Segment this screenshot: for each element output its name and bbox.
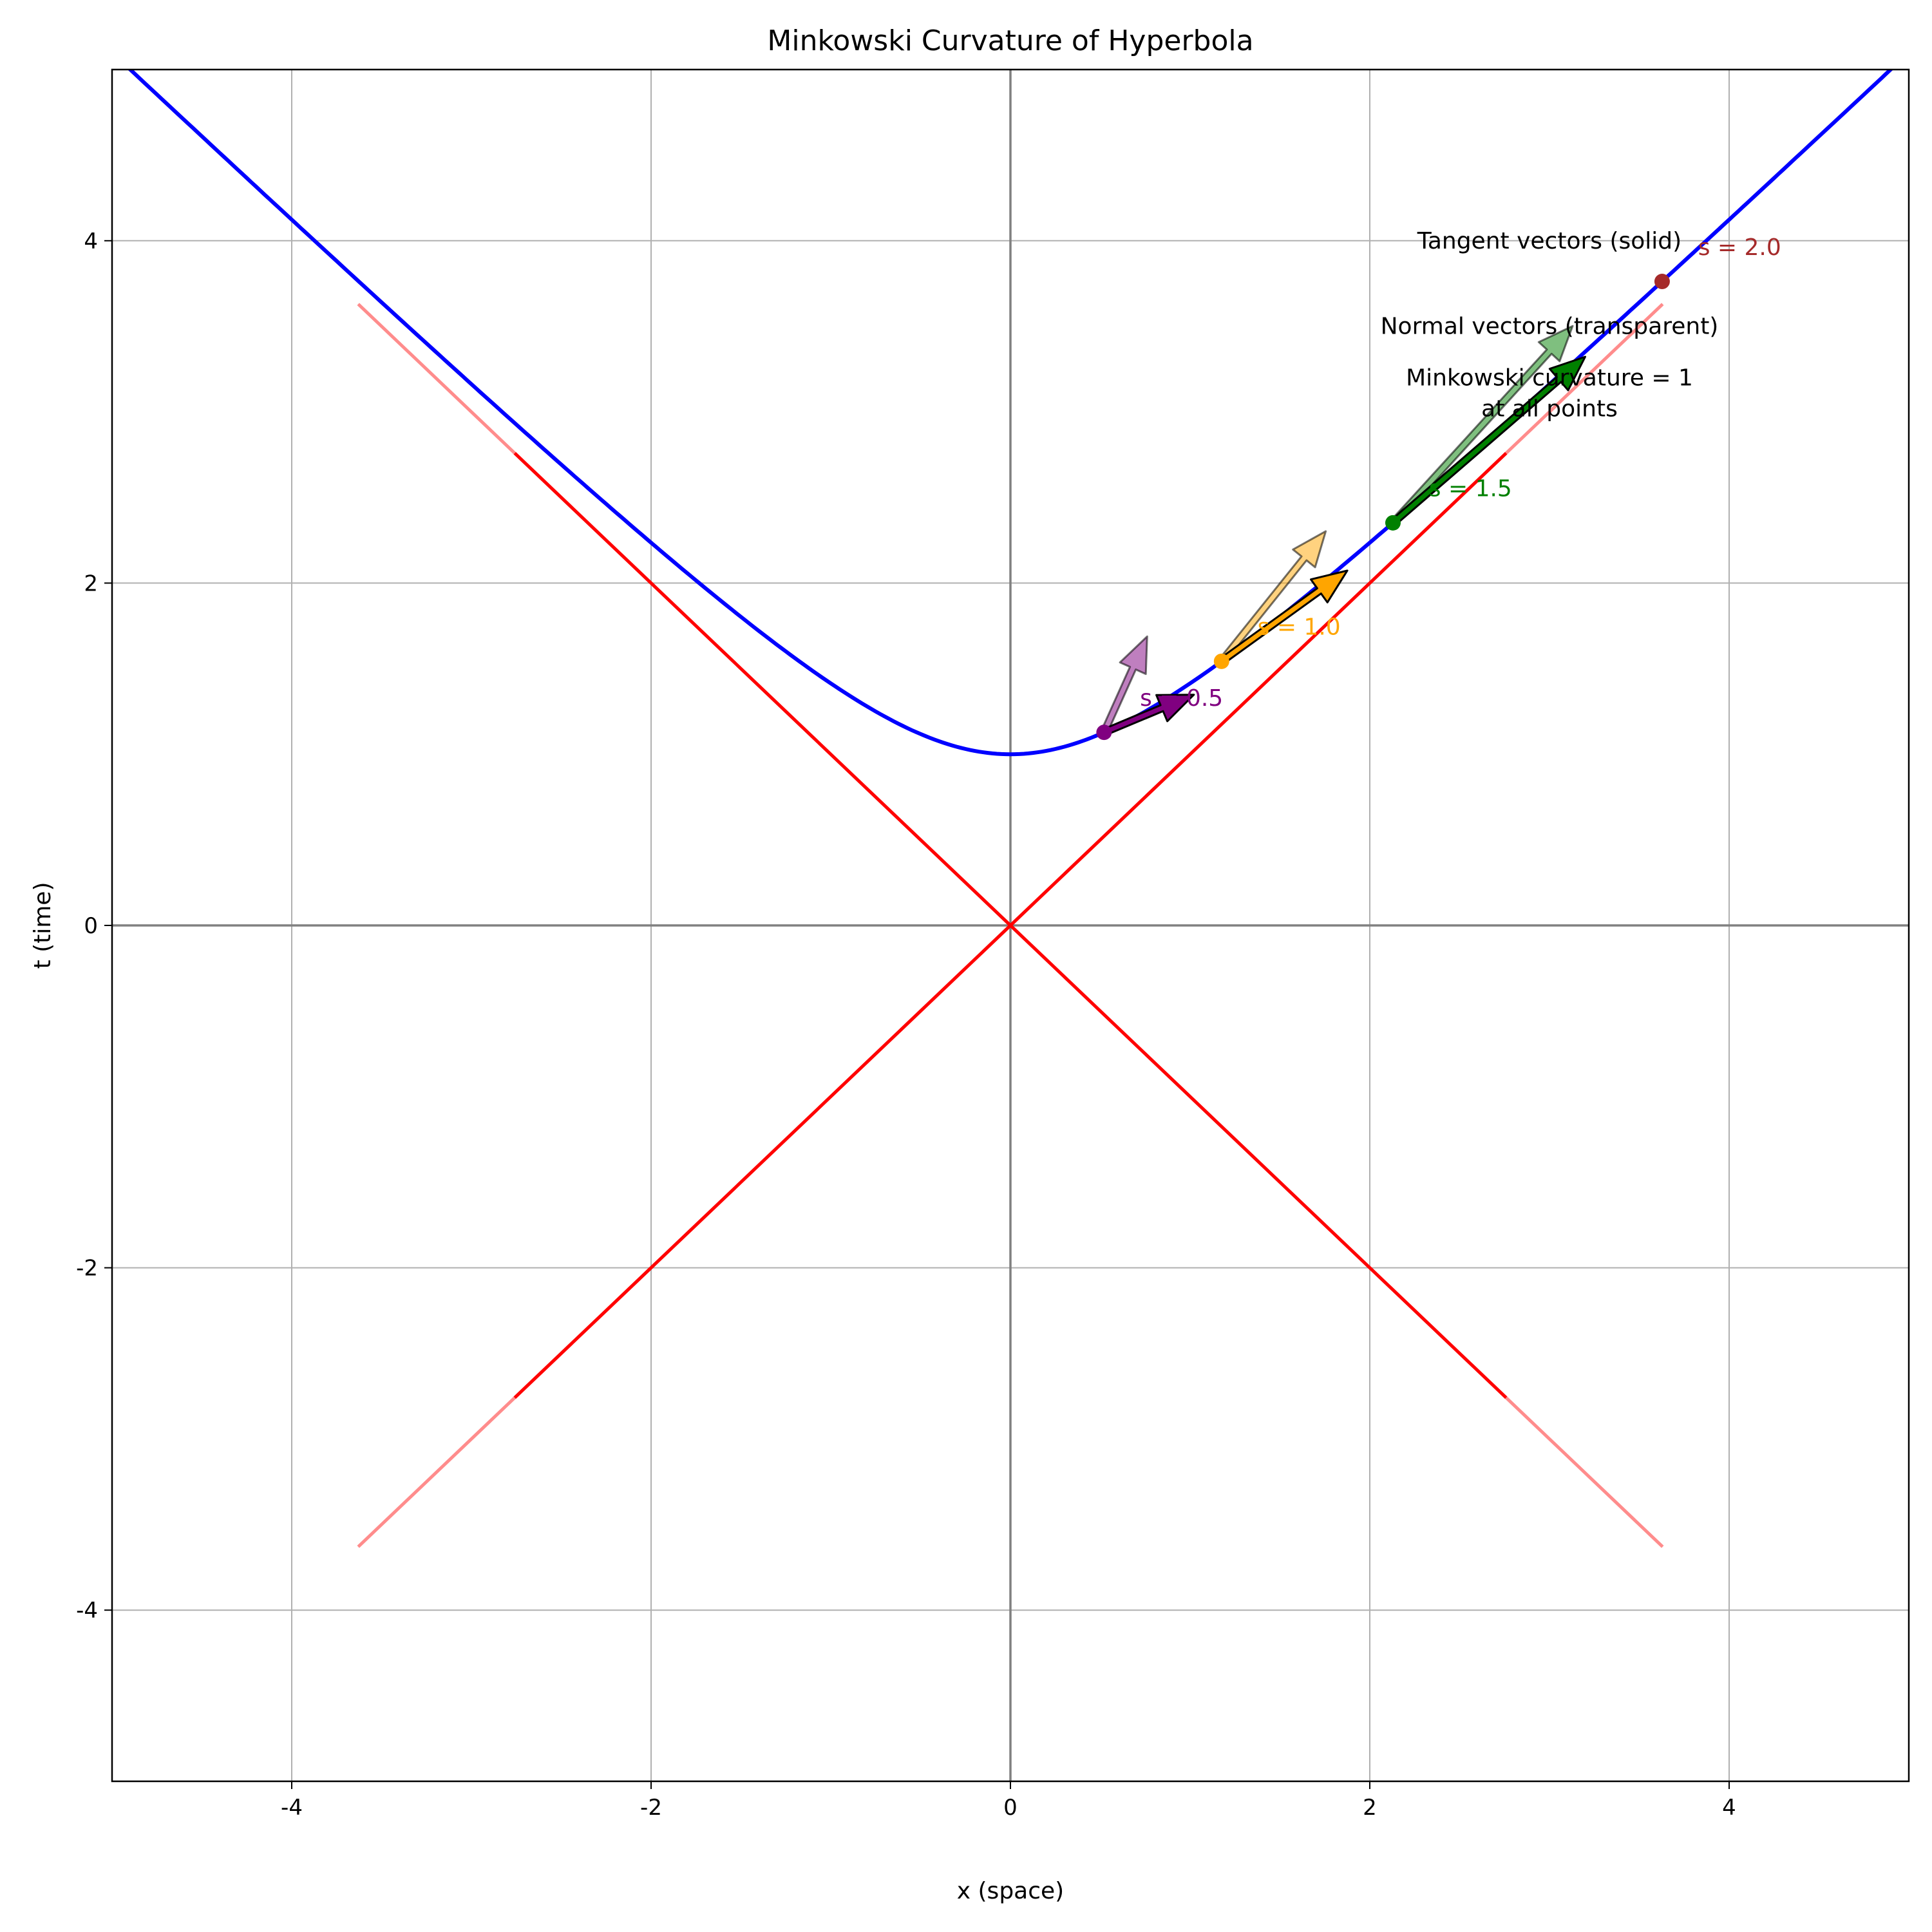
ticks: -4 -2 0 2 4 -4 -2 0 2 4 [76,229,1736,1821]
normal-vector-arrow [1389,325,1574,526]
annotation-text: Tangent vectors (solid) [1417,228,1681,254]
vector-group [1100,325,1586,737]
y-tick-label: -2 [76,1256,98,1282]
sample-point-marker [1385,515,1401,531]
sample-point-label: s = 1.5 [1429,476,1512,502]
tangent-vector-arrow [1218,569,1349,665]
chart-title: Minkowski Curvature of Hyperbola [767,24,1253,57]
sample-point-label: s = 0.5 [1140,685,1223,712]
y-tick-label: 0 [84,913,98,939]
sample-point-label: s = 2.0 [1698,234,1781,261]
normal-vector-arrow [1218,530,1327,665]
x-tick-label: 2 [1363,1795,1377,1821]
point-group: s = 0.5 s = 1.0 s = 1.5 s = 2.0 [1096,234,1781,741]
tangent-vector-arrow [1390,355,1586,527]
x-tick-label: -2 [640,1795,662,1821]
annotation-text: Normal vectors (transparent) [1381,314,1719,340]
y-tick-label: 2 [84,571,98,596]
series-group [127,70,1894,1548]
x-tick-label: 0 [1003,1795,1018,1821]
x-axis-label: x (space) [957,1878,1064,1904]
sample-point-label: s = 1.0 [1258,614,1341,641]
annotation-text: Minkowski curvature = 1 [1406,365,1693,391]
sample-point-marker [1096,724,1112,741]
annotation-group: Tangent vectors (solid) Normal vectors (t… [1381,228,1719,422]
hyperbola-line [127,70,1894,757]
y-axis-label: t (time) [30,882,56,969]
tangent-vector-arrow [1101,694,1195,737]
y-tick-label: -4 [76,1598,98,1624]
x-tick-label: 4 [1722,1795,1736,1821]
y-tick-label: 4 [84,229,98,254]
x-tick-label: -4 [281,1795,303,1821]
normal-vector-arrow [1100,635,1148,735]
light-cone-line [513,451,1508,1399]
annotation-text: at all points [1481,395,1618,422]
sample-point-marker [1654,274,1670,290]
sample-point-marker [1213,653,1229,669]
